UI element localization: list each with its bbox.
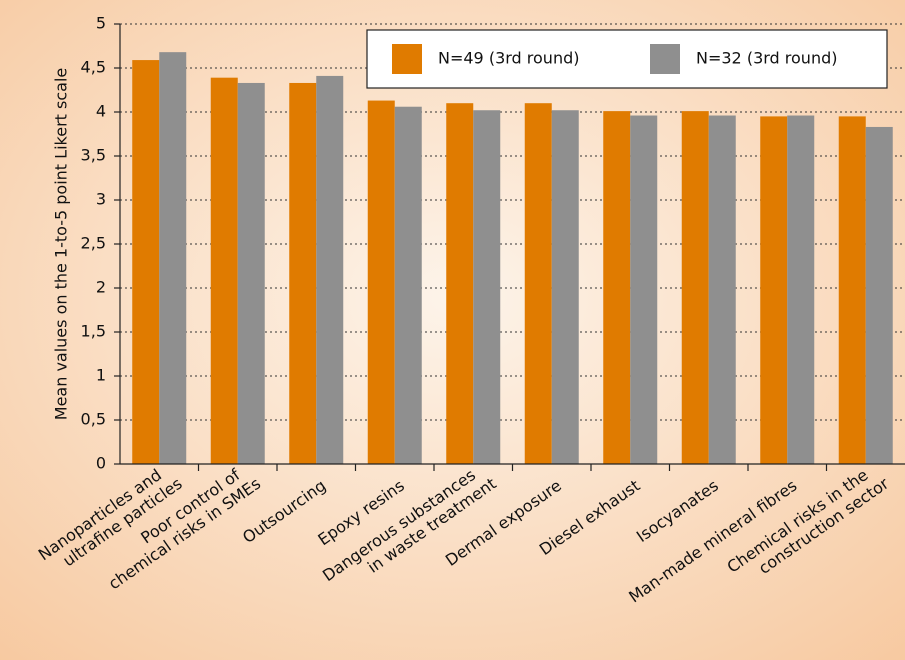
legend-box bbox=[366, 29, 888, 89]
bar bbox=[760, 116, 788, 465]
bar bbox=[316, 75, 344, 465]
bar bbox=[551, 110, 579, 465]
bar bbox=[787, 115, 815, 465]
y-tick-label: 2,5 bbox=[81, 234, 106, 253]
y-tick-label: 0,5 bbox=[81, 410, 106, 429]
bar bbox=[838, 116, 866, 465]
y-tick-label: 3,5 bbox=[81, 146, 106, 165]
y-tick-label: 0 bbox=[96, 454, 106, 473]
bar bbox=[681, 111, 709, 465]
y-axis-label: Mean values on the 1-to-5 point Likert s… bbox=[52, 68, 71, 420]
y-tick-label: 1 bbox=[96, 366, 106, 385]
bar bbox=[289, 82, 317, 465]
legend-swatch bbox=[650, 44, 680, 74]
bar bbox=[708, 115, 736, 465]
bar bbox=[446, 103, 474, 464]
bar bbox=[473, 110, 501, 465]
bar bbox=[394, 106, 422, 464]
legend-swatch bbox=[392, 44, 422, 74]
y-tick-label: 3 bbox=[96, 190, 106, 209]
legend-label: N=32 (3rd round) bbox=[696, 49, 837, 68]
legend-label: N=49 (3rd round) bbox=[438, 49, 579, 68]
bar bbox=[132, 60, 160, 464]
bar bbox=[237, 82, 265, 465]
y-tick-label: 4,5 bbox=[81, 58, 106, 77]
bar bbox=[367, 100, 395, 464]
bar bbox=[524, 103, 552, 464]
bar bbox=[865, 126, 893, 465]
bar bbox=[603, 111, 631, 465]
y-tick-label: 1,5 bbox=[81, 322, 106, 341]
y-tick-label: 5 bbox=[96, 14, 106, 33]
bar bbox=[630, 115, 658, 465]
y-tick-label: 4 bbox=[96, 102, 106, 121]
bar bbox=[210, 77, 238, 465]
bar bbox=[159, 52, 187, 464]
y-tick-label: 2 bbox=[96, 278, 106, 297]
